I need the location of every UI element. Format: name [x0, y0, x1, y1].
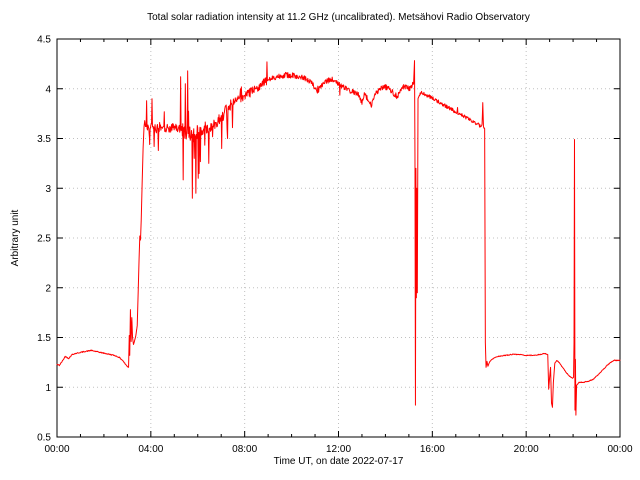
x-tick-label: 00:00 [44, 444, 69, 455]
y-tick-label: 0.5 [37, 433, 51, 444]
x-tick-label: 04:00 [138, 444, 163, 455]
x-tick-label: 20:00 [514, 444, 539, 455]
y-tick-label: 1.5 [37, 333, 51, 344]
y-tick-label: 1 [45, 383, 51, 394]
chart-title: Total solar radiation intensity at 11.2 … [147, 12, 530, 23]
x-axis-label: Time UT, on date 2022-07-17 [273, 456, 404, 467]
x-tick-label: 00:00 [607, 444, 632, 455]
y-tick-label: 3.5 [37, 134, 51, 145]
x-tick-label: 16:00 [420, 444, 445, 455]
data-series [56, 60, 621, 416]
x-tick-label: 08:00 [232, 444, 257, 455]
x-tick-label: 12:00 [326, 444, 351, 455]
y-tick-label: 4.5 [37, 35, 51, 46]
y-tick-label: 4 [45, 84, 51, 95]
y-tick-label: 3 [45, 184, 51, 195]
y-tick-label: 2 [45, 283, 51, 294]
y-tick-label: 2.5 [37, 234, 51, 245]
